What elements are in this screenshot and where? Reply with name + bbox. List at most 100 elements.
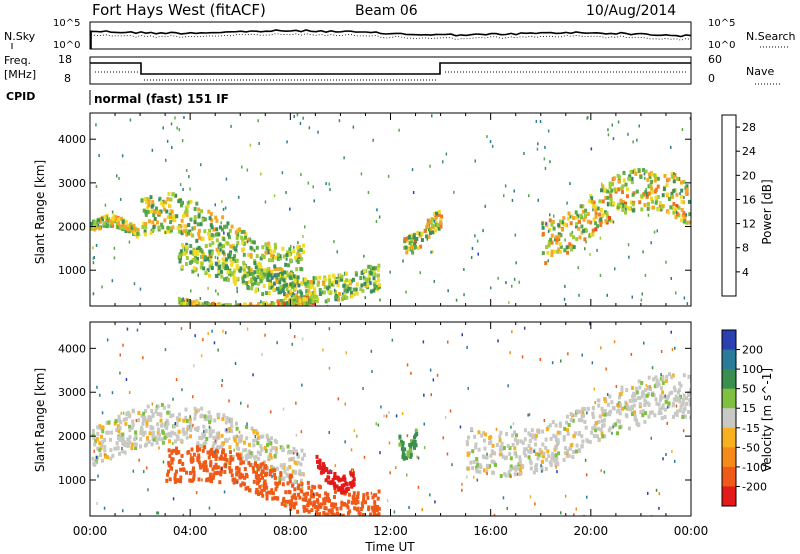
velocity-echo-cell	[219, 454, 223, 459]
power-noise-cell	[97, 223, 100, 227]
power-echo-cell	[183, 212, 187, 217]
power-echo-cell	[550, 240, 554, 245]
power-echo-cell	[141, 225, 145, 229]
power-echo-cell	[655, 198, 659, 202]
velocity-echo-cell	[274, 487, 278, 492]
velocity-echo-cell	[124, 416, 128, 421]
power-ytick-label: 3000	[58, 177, 86, 190]
velocity-echo-cell	[490, 449, 494, 454]
velocity-echo-cell	[146, 404, 150, 409]
velocity-noise-cell	[208, 425, 211, 429]
power-noise-cell	[241, 165, 243, 169]
velocity-echo-cell	[179, 475, 183, 480]
power-echo-cell	[224, 259, 228, 264]
power-echo-cell	[133, 231, 137, 236]
power-noise-cell	[333, 240, 335, 244]
power-echo-cell	[266, 277, 270, 282]
power-echo-cell	[250, 272, 254, 276]
power-echo-cell	[373, 283, 377, 288]
velocity-echo-cell	[324, 491, 328, 496]
power-echo-cell	[197, 214, 201, 219]
power-echo-cell	[197, 228, 201, 233]
power-echo-cell	[258, 308, 261, 312]
velocity-echo-cell	[163, 424, 167, 429]
velocity-noise-cell	[406, 363, 409, 367]
power-echo-cell	[290, 301, 294, 306]
velocity-echo-cell	[202, 460, 206, 465]
velocity-echo-cell	[495, 442, 499, 447]
velocity-echo-cell	[685, 396, 688, 401]
velocity-echo-cell	[373, 500, 377, 505]
velocity-noise-cell	[594, 401, 596, 405]
power-echo-cell	[226, 232, 230, 237]
velocity-echo-cell	[248, 488, 251, 493]
power-echo-cell	[302, 297, 306, 302]
power-noise-cell	[641, 292, 643, 296]
velocity-echo-cell	[189, 434, 192, 439]
velocity-echo-cell	[643, 398, 647, 403]
power-echo-cell	[617, 187, 621, 192]
power-echo-cell	[187, 223, 191, 227]
velocity-echo-cell	[485, 469, 489, 474]
power-echo-cell	[145, 197, 149, 201]
velocity-noise-cell	[682, 429, 685, 433]
velocity-noise-cell	[395, 414, 398, 418]
velocity-echo-cell	[151, 431, 155, 436]
velocity-noise-cell	[446, 452, 449, 456]
power-noise-cell	[182, 188, 184, 191]
velocity-echo-cell	[641, 413, 645, 418]
velocity-echo-cell	[601, 409, 605, 414]
power-noise-cell	[293, 245, 295, 249]
velocity-echo-cell	[625, 414, 629, 419]
velocity-echo-cell	[556, 440, 560, 445]
velocity-echo-cell	[175, 423, 179, 428]
power-echo-cell	[572, 216, 576, 220]
power-echo-cell	[425, 234, 429, 239]
velocity-noise-cell	[370, 349, 373, 353]
power-echo-cell	[149, 230, 153, 235]
power-echo-cell	[261, 292, 265, 297]
power-echo-cell	[361, 288, 365, 293]
power-echo-cell	[222, 237, 226, 241]
velocity-echo-cell	[272, 446, 276, 451]
velocity-noise-cell	[328, 327, 331, 331]
date-label: 10/Aug/2014	[586, 3, 676, 19]
power-echo-cell	[415, 236, 419, 241]
power-noise-cell	[431, 114, 433, 118]
power-echo-cell	[675, 211, 679, 216]
power-echo-cell	[152, 213, 156, 218]
velocity-noise-cell	[143, 470, 145, 474]
velocity-echo-cell	[163, 435, 167, 440]
velocity-echo-cell	[554, 423, 558, 428]
velocity-echo-cell	[506, 443, 510, 448]
velocity-echo-cell	[284, 499, 288, 504]
power-echo-cell	[234, 309, 237, 313]
velocity-echo-cell	[107, 420, 111, 425]
power-echo-cell	[569, 221, 573, 226]
velocity-echo-cell	[293, 487, 297, 492]
power-echo-cell	[200, 307, 203, 311]
power-echo-cell	[223, 224, 227, 229]
power-echo-cell	[299, 302, 302, 306]
velocity-echo-cell	[223, 453, 227, 458]
power-noise-cell	[338, 119, 341, 123]
velocity-noise-cell	[217, 348, 219, 352]
velocity-echo-cell	[170, 430, 174, 435]
power-echo-cell	[608, 190, 612, 195]
power-echo-cell	[656, 184, 660, 189]
power-echo-cell	[222, 244, 226, 249]
velocity-echo-cell	[670, 390, 674, 395]
power-noise-cell	[95, 185, 98, 188]
velocity-noise-cell	[486, 472, 488, 476]
velocity-echo-cell	[228, 445, 232, 450]
power-noise-cell	[236, 286, 238, 290]
velocity-echo-cell	[369, 512, 372, 516]
power-echo-cell	[197, 235, 201, 240]
power-echo-cell	[217, 306, 220, 310]
power-echo-cell	[328, 278, 332, 283]
power-echo-cell	[191, 233, 195, 238]
power-echo-cell	[541, 251, 545, 256]
power-echo-cell	[124, 219, 128, 224]
power-noise-cell	[260, 172, 262, 176]
velocity-echo-cell	[408, 448, 412, 453]
